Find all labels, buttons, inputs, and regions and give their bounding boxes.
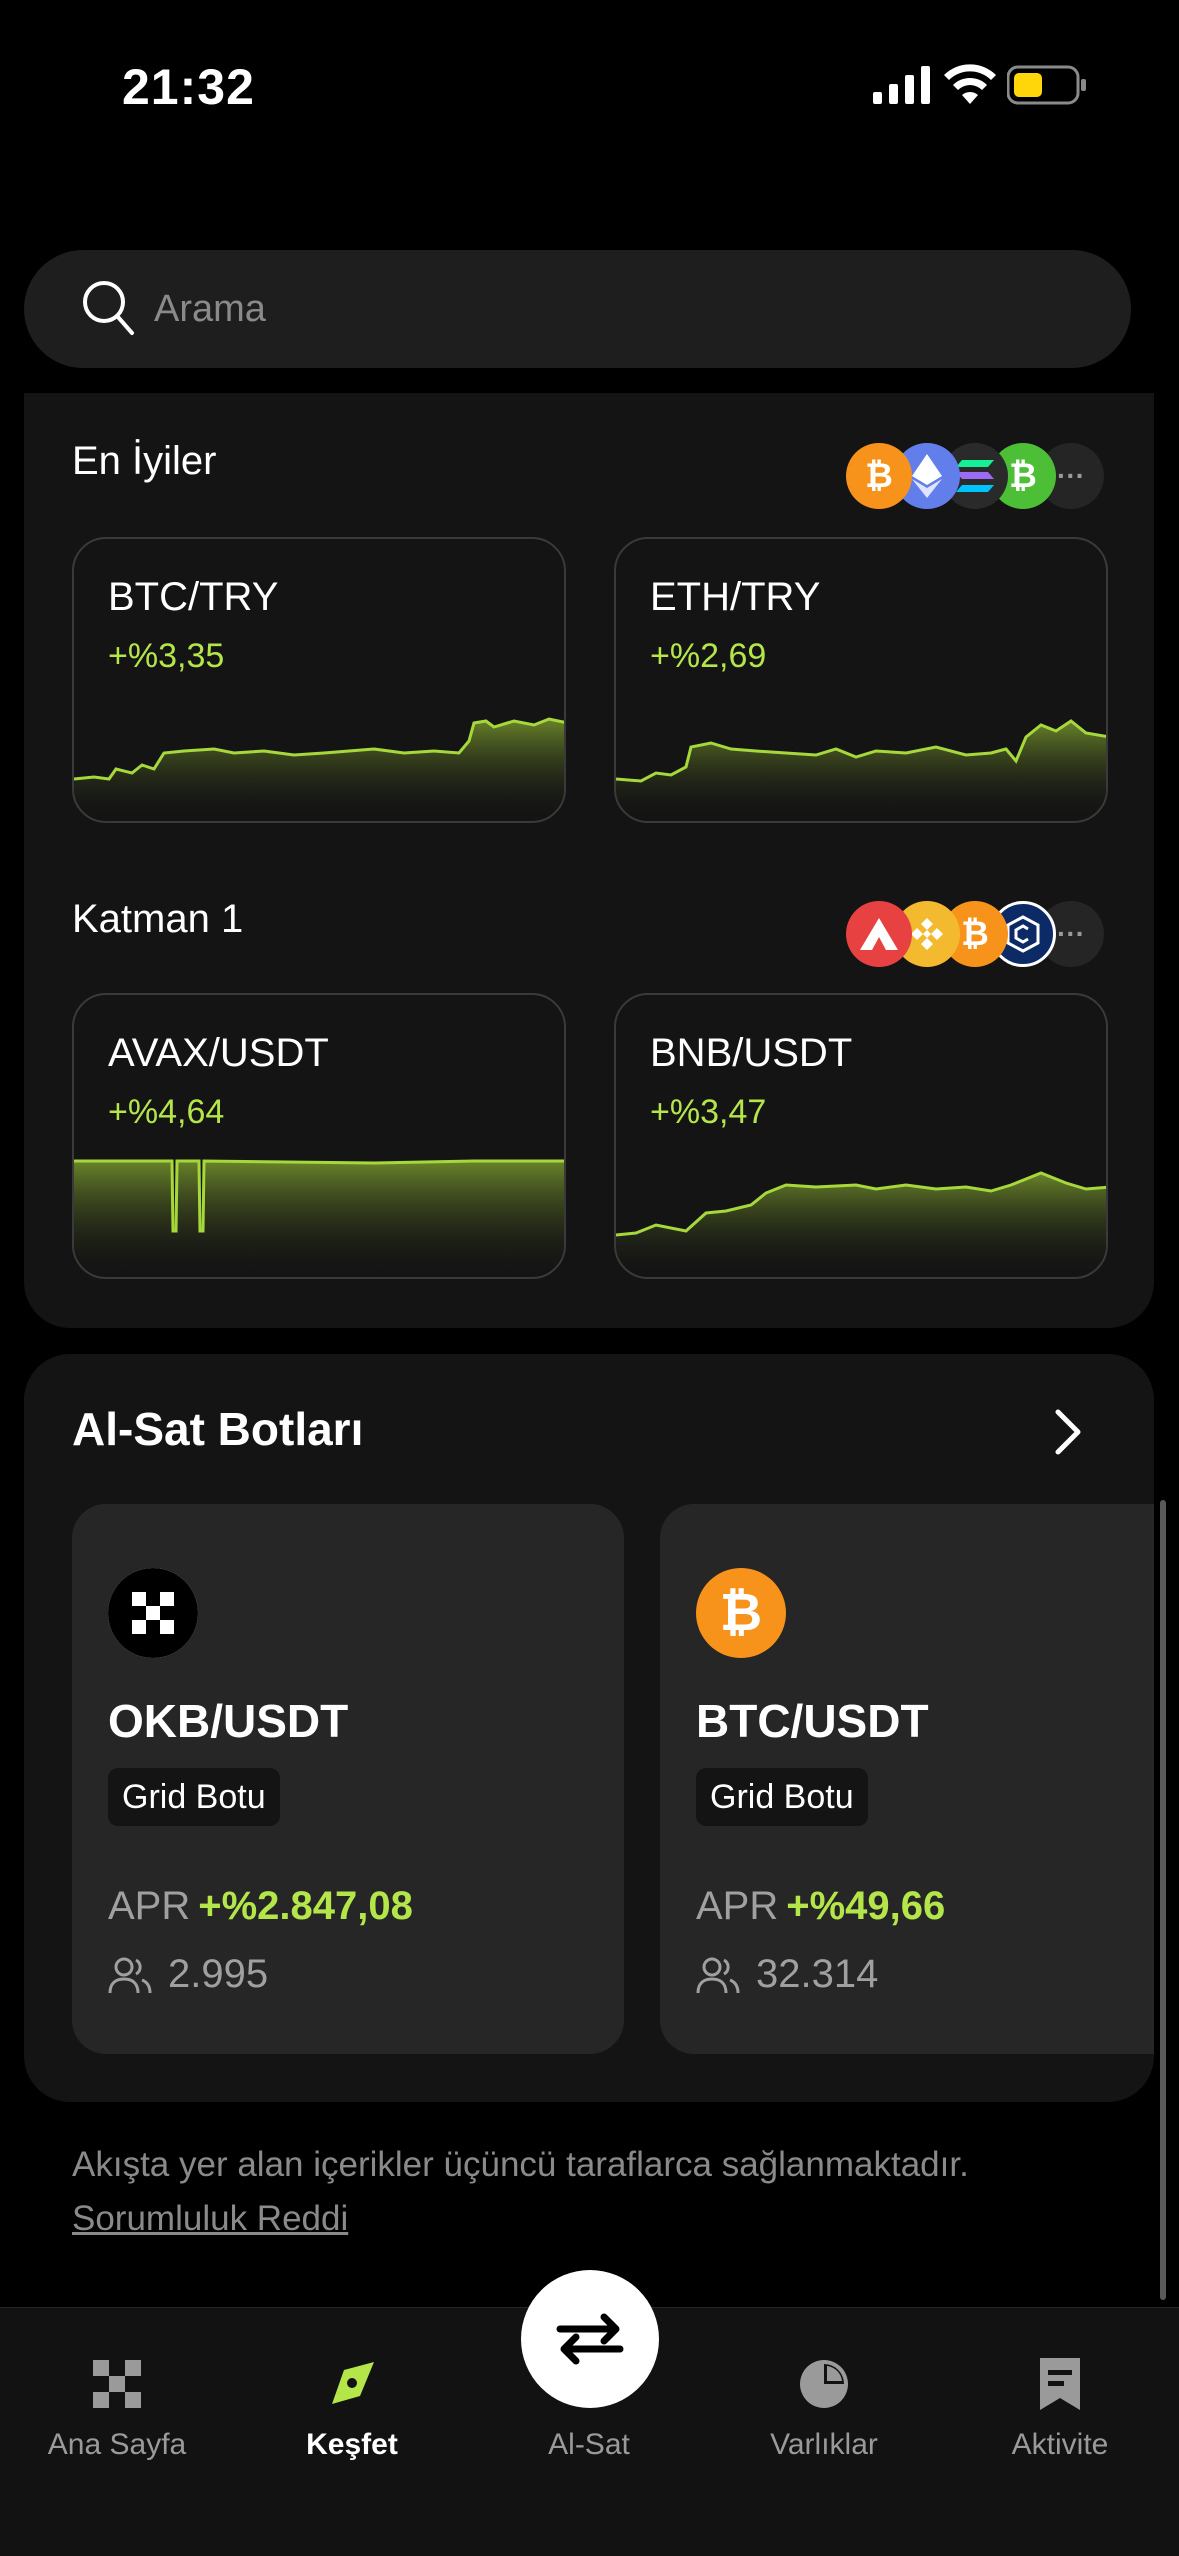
sparkline-eth-try bbox=[616, 719, 1106, 821]
tab-home[interactable]: Ana Sayfa bbox=[17, 2308, 217, 2508]
search-icon bbox=[83, 281, 134, 335]
bots-title: Al-Sat Botları bbox=[72, 1403, 364, 1455]
tab-label: Ana Sayfa bbox=[47, 2428, 187, 2461]
apr-value: +%49,66 bbox=[786, 1884, 946, 1928]
market-pair: ETH/TRY bbox=[650, 575, 821, 619]
compass-icon bbox=[332, 2362, 374, 2404]
bot-card-btc-usdt[interactable]: ₿ BTC/USDT Grid Botu APR +%49,66 32.314 bbox=[660, 1504, 1154, 2054]
bot-type-badge: Grid Botu bbox=[696, 1768, 868, 1826]
apr-value: +%2.847,08 bbox=[198, 1884, 413, 1928]
tab-label: Aktivite bbox=[1011, 2428, 1109, 2461]
chevron-right-icon[interactable] bbox=[1048, 1404, 1088, 1460]
market-change: +%3,35 bbox=[108, 637, 225, 675]
bot-card-okb-usdt[interactable]: OKB/USDT Grid Botu APR +%2.847,08 2.995 bbox=[72, 1504, 624, 2054]
sparkline-bnb-usdt bbox=[616, 1171, 1106, 1277]
home-grid-icon bbox=[93, 2360, 141, 2408]
bot-apr: APR +%49,66 bbox=[696, 1884, 945, 1929]
sparkline-btc-try bbox=[74, 717, 564, 821]
users-icon bbox=[108, 1957, 152, 1993]
bot-users: 2.995 bbox=[108, 1952, 268, 1997]
bot-apr: APR +%2.847,08 bbox=[108, 1884, 413, 1929]
market-card-avax-usdt[interactable]: AVAX/USDT +%4,64 bbox=[72, 993, 566, 1279]
disclaimer: Akışta yer alan içerikler üçüncü tarafla… bbox=[72, 2138, 1132, 2246]
discover-panel: En İyiler ₿ ₿ ··· BTC/TRY +%3,35 ETH/TRY… bbox=[24, 393, 1154, 1328]
sparkline-avax-usdt bbox=[74, 1159, 564, 1277]
bot-users: 32.314 bbox=[696, 1952, 878, 1997]
bitcoin-icon: ₿ bbox=[846, 443, 912, 509]
tab-activity[interactable]: Aktivite bbox=[960, 2308, 1160, 2508]
tab-label: Keşfet bbox=[306, 2428, 398, 2461]
coin-stack-top[interactable]: ₿ ₿ ··· bbox=[846, 443, 1116, 509]
bookmark-list-icon bbox=[1040, 2358, 1080, 2410]
disclaimer-text: Akışta yer alan içerikler üçüncü tarafla… bbox=[72, 2145, 969, 2184]
users-count: 2.995 bbox=[168, 1952, 269, 1996]
market-change: +%4,64 bbox=[108, 1093, 225, 1131]
tab-label: Varlıklar bbox=[770, 2428, 878, 2461]
disclaimer-link[interactable]: Sorumluluk Reddi bbox=[72, 2199, 349, 2238]
bot-type-badge: Grid Botu bbox=[108, 1768, 280, 1826]
search-input[interactable] bbox=[154, 276, 1054, 342]
market-change: +%3,47 bbox=[650, 1093, 767, 1131]
scrollbar[interactable] bbox=[1160, 1500, 1166, 2300]
section-title-top: En İyiler bbox=[72, 439, 217, 483]
bot-pair: OKB/USDT bbox=[108, 1695, 349, 1747]
market-pair: AVAX/USDT bbox=[108, 1031, 329, 1075]
market-card-btc-try[interactable]: BTC/TRY +%3,35 bbox=[72, 537, 566, 823]
tab-discover[interactable]: Keşfet bbox=[252, 2308, 452, 2508]
tab-trade[interactable]: Al-Sat bbox=[489, 2308, 689, 2508]
market-pair: BTC/TRY bbox=[108, 575, 279, 619]
battery-icon bbox=[1007, 65, 1086, 105]
market-card-bnb-usdt[interactable]: BNB/USDT +%3,47 bbox=[614, 993, 1108, 1279]
pie-chart-icon bbox=[800, 2360, 848, 2408]
bitcoin-icon: ₿ bbox=[696, 1568, 786, 1658]
avalanche-icon bbox=[846, 901, 912, 967]
status-time: 21:32 bbox=[122, 59, 255, 115]
wifi-icon bbox=[944, 64, 996, 104]
solana-icon bbox=[942, 443, 1008, 509]
tab-label: Al-Sat bbox=[548, 2428, 630, 2461]
users-icon bbox=[696, 1957, 740, 1993]
tab-assets[interactable]: Varlıklar bbox=[724, 2308, 924, 2508]
coin-stack-layer1[interactable]: ₿ ··· bbox=[846, 901, 1116, 967]
trading-bots-panel: Al-Sat Botları OKB/USDT Grid Botu APR +%2… bbox=[24, 1354, 1154, 2102]
market-card-eth-try[interactable]: ETH/TRY +%2,69 bbox=[614, 537, 1108, 823]
apr-label: APR bbox=[108, 1884, 191, 1928]
swap-arrows-icon bbox=[556, 2313, 624, 2365]
bot-pair: BTC/USDT bbox=[696, 1695, 929, 1747]
market-change: +%2,69 bbox=[650, 637, 767, 675]
market-pair: BNB/USDT bbox=[650, 1031, 853, 1075]
apr-label: APR bbox=[696, 1884, 779, 1928]
search-bar[interactable] bbox=[24, 250, 1131, 368]
trade-button[interactable] bbox=[521, 2270, 659, 2408]
status-bar: 21:32 bbox=[0, 0, 1179, 180]
users-count: 32.314 bbox=[756, 1952, 879, 1996]
section-title-layer1: Katman 1 bbox=[72, 897, 244, 941]
more-icon: ··· bbox=[1038, 443, 1104, 509]
okb-icon bbox=[108, 1568, 198, 1658]
cellular-signal-icon bbox=[873, 66, 930, 104]
